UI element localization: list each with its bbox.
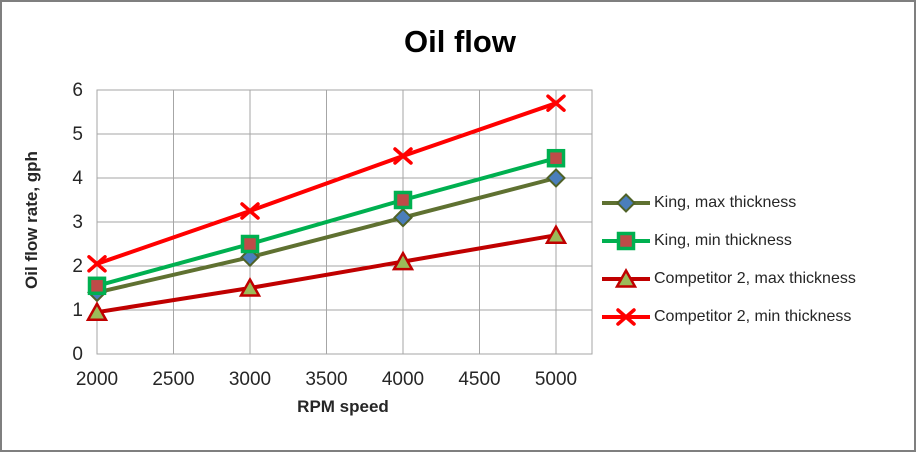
legend-swatch-diamond-icon [602, 193, 650, 213]
data-point-marker-x [393, 147, 413, 165]
legend-item: King, min thickness [601, 222, 856, 260]
series-line [96, 101, 557, 266]
data-point-marker-x [240, 202, 260, 220]
data-point-marker-triangle [544, 224, 568, 244]
data-point-marker-diamond [546, 168, 566, 188]
x-tick-label: 3000 [229, 369, 271, 390]
legend-item-label: Competitor 2, min thickness [654, 308, 852, 325]
y-tick-label: 3 [72, 212, 83, 233]
data-point-marker-diamond [616, 193, 636, 213]
x-tick-label: 2500 [152, 369, 194, 390]
data-point-marker-triangle [238, 276, 262, 297]
legend-swatch-triangle-icon [602, 267, 650, 288]
x-tick-label: 5000 [535, 369, 577, 390]
y-axis-title: Oil flow rate, gph [22, 151, 41, 289]
data-point-marker-triangle [391, 250, 415, 271]
y-tick-label: 4 [72, 168, 83, 189]
data-point-marker-square [240, 234, 260, 254]
legend-item: Competitor 2, max thickness [601, 260, 856, 298]
legend-item-label: King, min thickness [654, 232, 792, 249]
data-point-marker-square [546, 148, 566, 168]
x-tick-label: 4000 [382, 369, 424, 390]
series-line [96, 176, 557, 295]
legend-swatch-x-icon [602, 308, 650, 326]
x-axis-title: RPM speed [297, 397, 389, 416]
x-tick-label: 3500 [305, 369, 347, 390]
x-tick-label: 4500 [458, 369, 500, 390]
legend-item-label: King, max thickness [654, 194, 797, 211]
data-point-marker-x [546, 94, 566, 112]
legend-item-label: Competitor 2, max thickness [654, 270, 856, 287]
data-point-marker-triangle [614, 267, 638, 288]
legend-item: Competitor 2, min thickness [601, 298, 856, 336]
legend: King, max thickness King, min thickness Co… [601, 184, 856, 336]
y-tick-label: 5 [72, 124, 83, 145]
chart-title: Oil flow [404, 24, 516, 59]
legend-swatch-square-icon [602, 231, 650, 251]
legend-item: King, max thickness [601, 184, 856, 222]
y-tick-label: 2 [72, 256, 83, 277]
y-tick-label: 0 [72, 344, 83, 365]
x-tick-label: 2000 [76, 369, 118, 390]
data-point-marker-triangle [85, 301, 109, 321]
data-point-marker-x [87, 255, 107, 273]
data-point-marker-square [616, 231, 636, 251]
series-line [96, 156, 557, 288]
data-point-marker-square [393, 190, 413, 210]
data-point-marker-x [616, 308, 636, 326]
y-tick-label: 6 [72, 80, 83, 101]
data-point-marker-square [87, 276, 107, 296]
series-line [96, 233, 557, 315]
y-tick-label: 1 [72, 300, 83, 321]
data-point-marker-diamond [393, 207, 413, 228]
